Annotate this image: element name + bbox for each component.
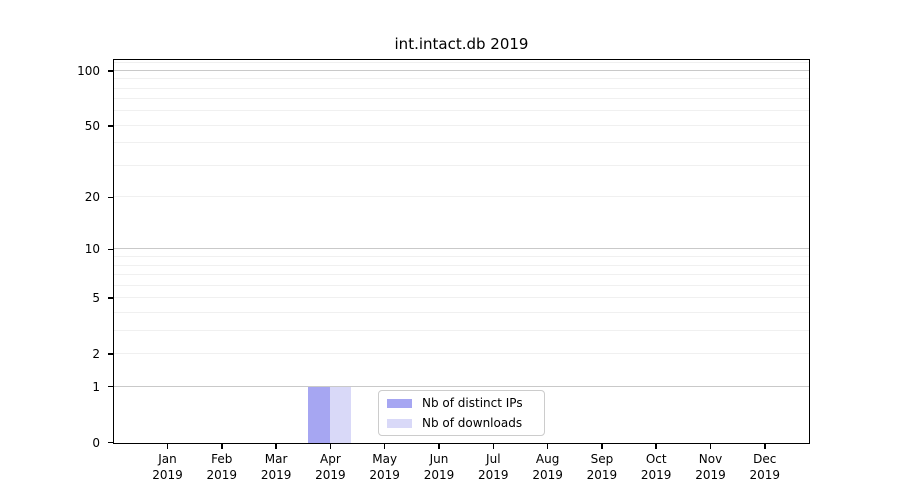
x-tick-label: May 2019 xyxy=(355,451,415,483)
minor-gridline xyxy=(114,62,809,64)
chart-title: int.intact.db 2019 xyxy=(394,35,529,53)
x-tick-mark xyxy=(655,444,657,449)
minor-gridline xyxy=(114,78,809,80)
y-tick-mark xyxy=(108,248,113,251)
bar-nb-of-distinct-ips xyxy=(308,387,330,443)
x-tick-label: Jun 2019 xyxy=(409,451,469,483)
x-tick-year: 2019 xyxy=(532,468,563,482)
x-tick-mark xyxy=(438,444,440,449)
x-tick-month: Apr xyxy=(320,452,341,466)
y-tick-label: 50 xyxy=(84,118,100,133)
major-gridline xyxy=(114,385,809,387)
legend-label: Nb of downloads xyxy=(422,416,523,430)
x-tick-mark xyxy=(546,444,549,449)
y-tick-mark xyxy=(108,441,113,444)
x-tick-mark xyxy=(221,444,223,449)
plot-area xyxy=(113,59,810,444)
x-tick-month: Dec xyxy=(753,452,777,466)
legend-entry: Nb of distinct IPs xyxy=(387,393,536,413)
minor-gridline xyxy=(114,274,809,276)
minor-gridline xyxy=(114,196,809,198)
minor-gridline xyxy=(114,110,809,112)
minor-gridline xyxy=(114,284,809,286)
x-tick-mark xyxy=(601,444,603,449)
y-tick-label: 10 xyxy=(84,242,100,257)
x-tick-label: Jan 2019 xyxy=(138,451,198,483)
x-tick-month: Mar xyxy=(264,452,288,466)
x-tick-label: Mar 2019 xyxy=(246,451,306,483)
minor-gridline xyxy=(114,353,809,355)
y-tick-mark xyxy=(108,70,113,72)
minor-gridline xyxy=(114,124,809,126)
major-gridline xyxy=(114,248,809,250)
minor-gridline xyxy=(114,164,809,166)
gridlines-layer xyxy=(114,60,809,443)
x-tick-mark xyxy=(492,444,495,449)
x-tick-month: Oct xyxy=(645,452,667,466)
x-tick-mark xyxy=(709,444,712,449)
y-tick-label: 20 xyxy=(84,190,100,205)
y-tick-label: 1 xyxy=(92,379,100,394)
minor-gridline xyxy=(114,256,809,258)
y-tick-label: 5 xyxy=(92,291,100,306)
x-tick-month: Feb xyxy=(211,452,233,466)
y-tick-mark xyxy=(108,353,113,355)
x-tick-year: 2019 xyxy=(695,468,726,482)
x-tick-mark xyxy=(329,444,332,449)
x-tick-month: Jun xyxy=(429,452,449,466)
y-tick-label: 2 xyxy=(92,347,100,362)
x-tick-month: Jan xyxy=(158,452,177,466)
x-tick-label: Aug 2019 xyxy=(518,451,578,483)
x-tick-month: Sep xyxy=(590,452,614,466)
x-tick-month: Aug xyxy=(535,452,560,466)
major-gridline xyxy=(114,69,809,71)
x-tick-year: 2019 xyxy=(315,468,346,482)
x-tick-year: 2019 xyxy=(640,468,672,482)
y-tick-mark xyxy=(108,196,113,199)
minor-gridline xyxy=(114,297,809,299)
x-tick-year: 2019 xyxy=(369,468,400,482)
legend-entry: Nb of downloads xyxy=(387,413,536,433)
x-tick-label: Sep 2019 xyxy=(572,451,632,483)
x-tick-mark xyxy=(275,444,277,449)
legend-swatch-icon xyxy=(387,418,412,428)
legend-swatch-icon xyxy=(387,398,412,408)
y-tick-label: 0 xyxy=(92,435,100,450)
x-tick-month: Nov xyxy=(698,452,723,466)
x-tick-label: Apr 2019 xyxy=(300,451,360,483)
x-tick-mark xyxy=(166,444,169,449)
x-tick-year: 2019 xyxy=(423,468,455,482)
minor-gridline xyxy=(114,264,809,266)
x-tick-label: Oct 2019 xyxy=(626,451,686,483)
legend: Nb of distinct IPs Nb of downloads xyxy=(378,390,545,436)
x-tick-year: 2019 xyxy=(749,468,781,482)
minor-gridline xyxy=(114,87,809,89)
x-tick-month: Jul xyxy=(486,452,501,466)
x-tick-label: Feb 2019 xyxy=(192,451,252,483)
x-tick-mark xyxy=(383,444,386,449)
x-tick-year: 2019 xyxy=(478,468,509,482)
y-tick-mark xyxy=(108,385,113,388)
y-tick-mark xyxy=(108,297,113,299)
x-tick-year: 2019 xyxy=(260,468,292,482)
x-tick-mark xyxy=(764,444,766,449)
minor-gridline xyxy=(114,142,809,144)
minor-gridline xyxy=(114,311,809,313)
x-tick-year: 2019 xyxy=(586,468,618,482)
bar-nb-of-downloads xyxy=(329,387,352,443)
y-tick-label: 100 xyxy=(77,63,100,78)
y-tick-mark xyxy=(108,125,113,127)
x-tick-year: 2019 xyxy=(152,468,183,482)
x-tick-year: 2019 xyxy=(206,468,238,482)
legend-label: Nb of distinct IPs xyxy=(422,396,523,410)
bars-layer xyxy=(114,60,809,443)
x-tick-month: May xyxy=(372,452,398,466)
x-tick-label: Jul 2019 xyxy=(463,451,523,483)
minor-gridline xyxy=(114,329,809,331)
x-tick-label: Dec 2019 xyxy=(735,451,795,483)
minor-gridline xyxy=(114,98,809,100)
x-tick-label: Nov 2019 xyxy=(681,451,741,483)
